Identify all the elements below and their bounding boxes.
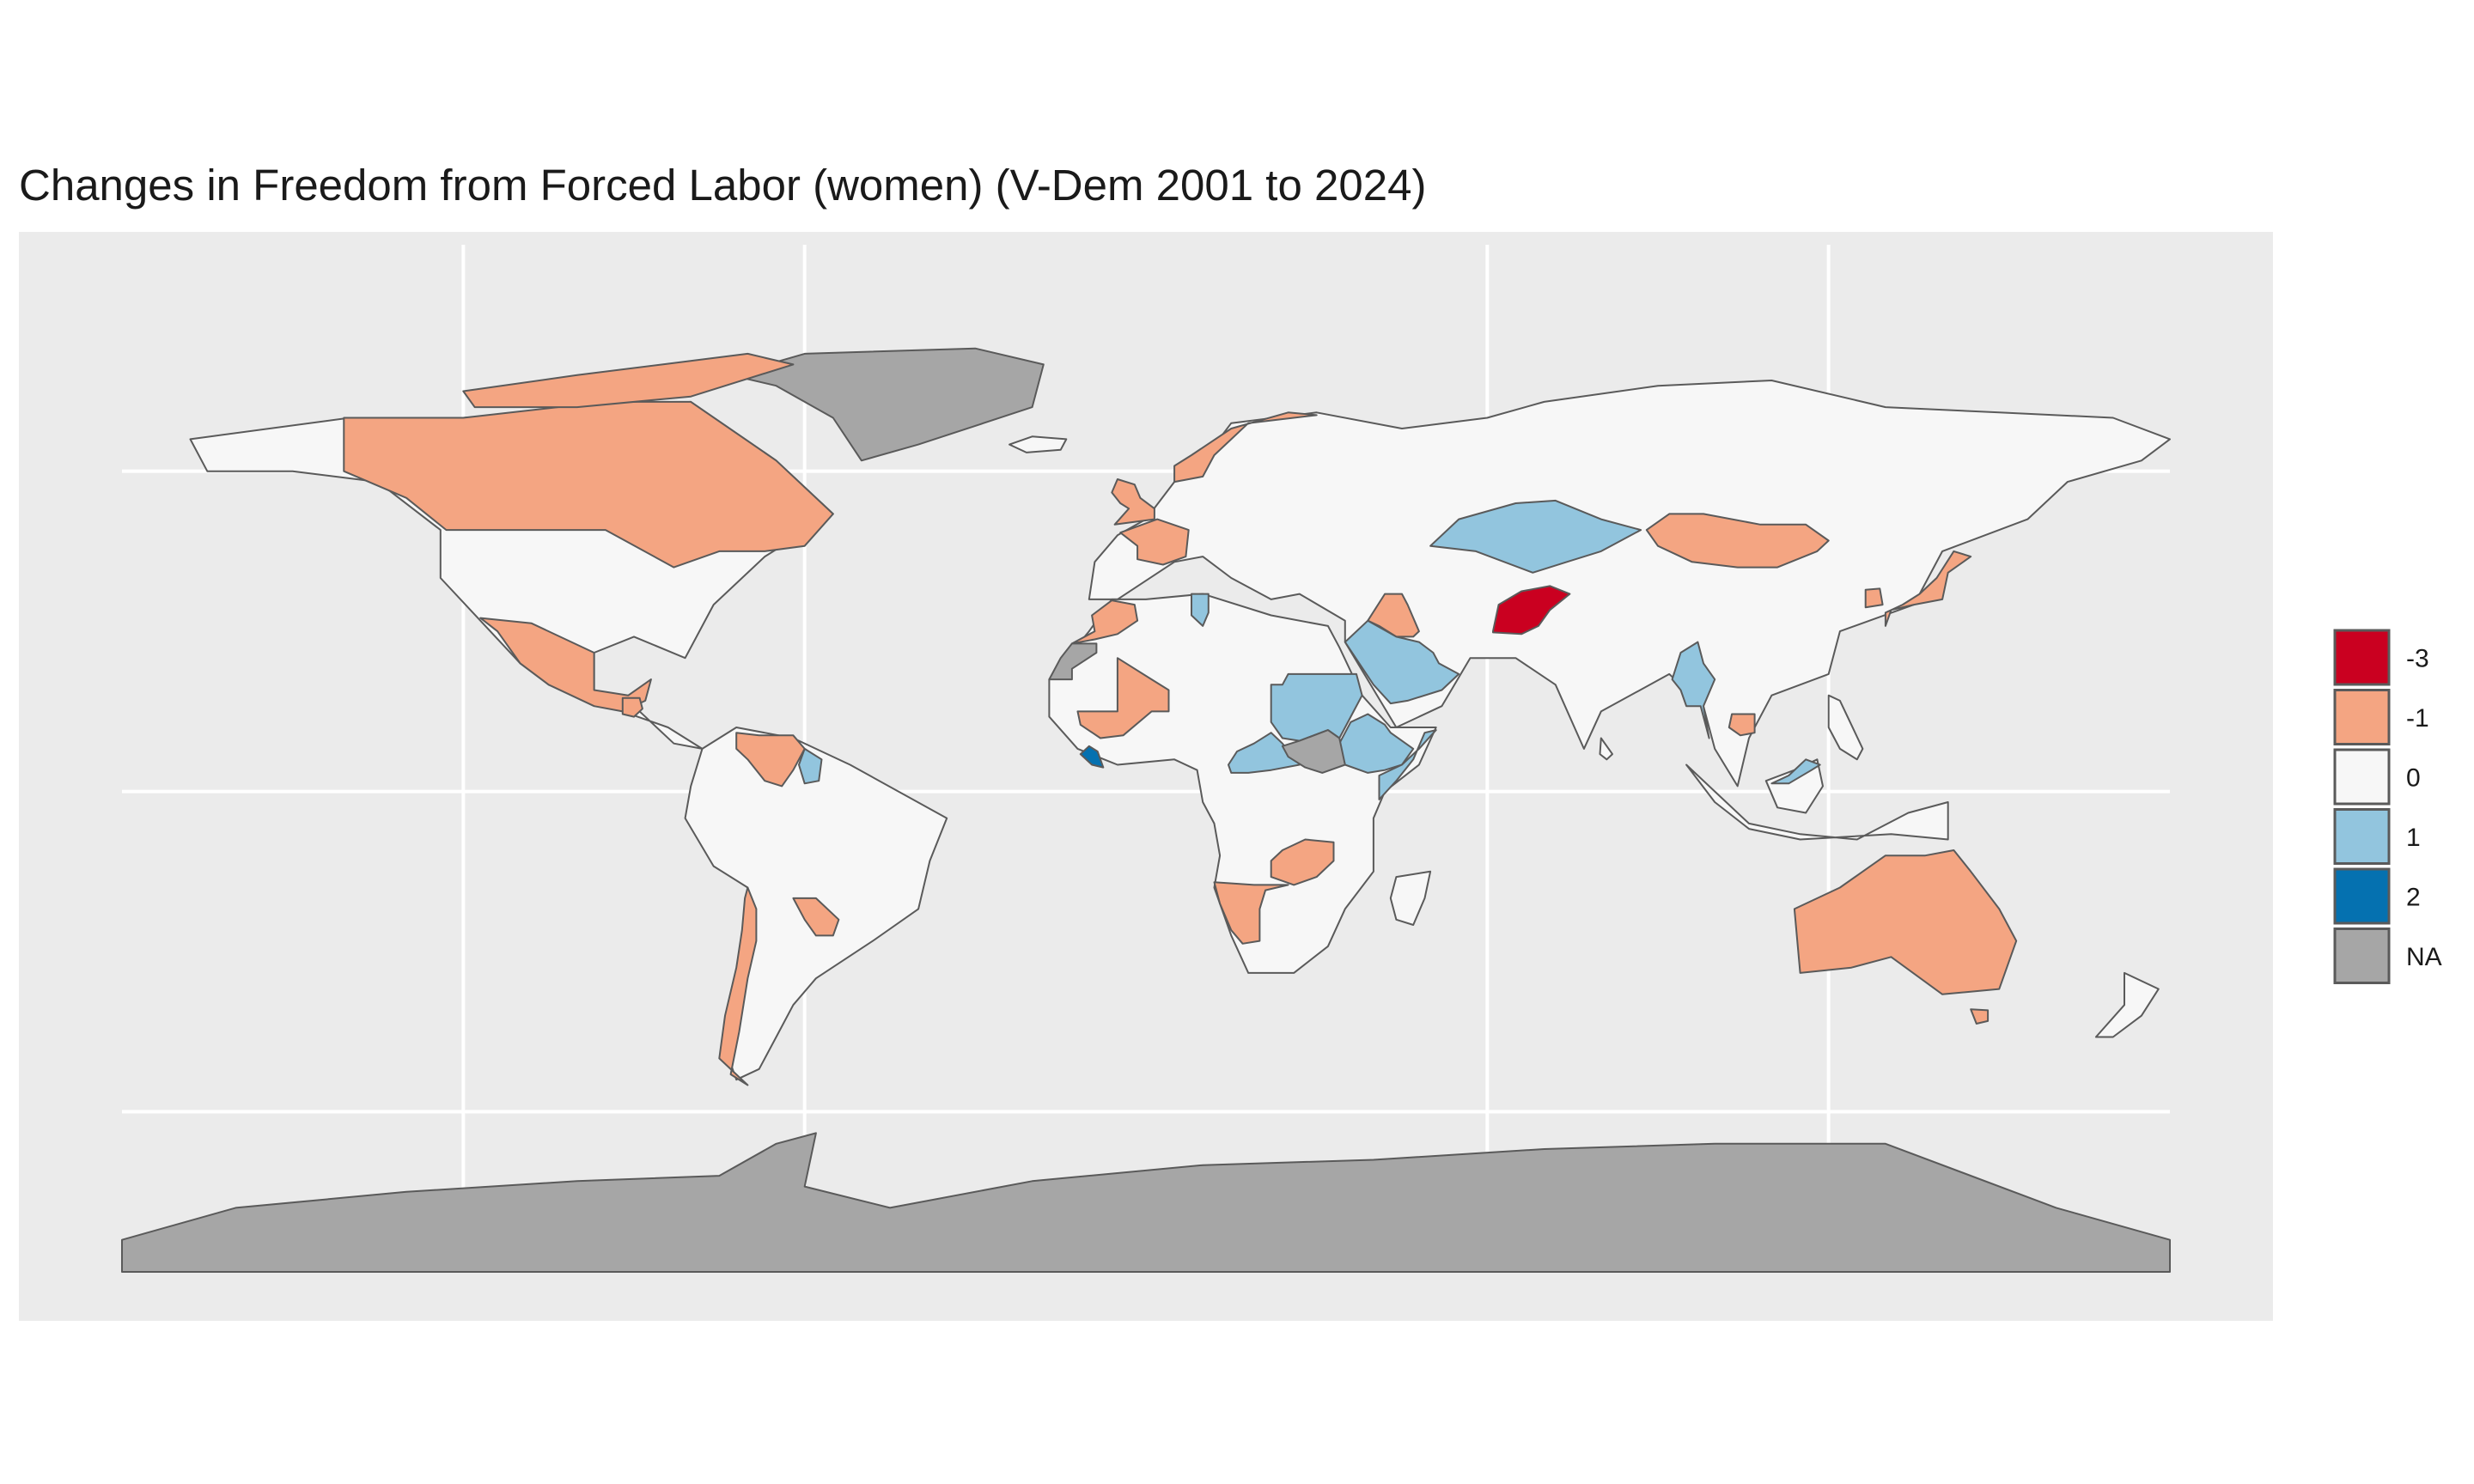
region-liberia <box>1079 745 1105 769</box>
legend-key--1 <box>2333 689 2391 745</box>
region-saudi-arabia <box>1344 619 1460 705</box>
region-indonesia <box>1685 763 1949 841</box>
region-new-zealand <box>2094 971 2160 1038</box>
region-mongolia <box>1645 513 1830 569</box>
region-iceland <box>1008 435 1068 453</box>
region-morocco <box>1070 599 1139 645</box>
region-australia <box>1793 849 2018 995</box>
region-sri-lanka <box>1599 737 1613 761</box>
countries <box>121 347 2171 1273</box>
panel-background <box>19 232 2273 1321</box>
region-chile <box>718 886 758 1086</box>
region-afghanistan <box>1492 585 1571 636</box>
region-sudan <box>1270 672 1363 742</box>
legend-label: 1 <box>2406 824 2421 852</box>
region-antarctica <box>121 1132 2171 1273</box>
region-united-kingdom <box>1111 478 1155 526</box>
region-malaysia <box>1770 758 1821 785</box>
region-kazakhstan <box>1429 499 1642 574</box>
region-mali <box>1076 657 1170 739</box>
region-canadian-arctic-islands <box>462 352 795 409</box>
region-norway <box>1173 411 1318 484</box>
region-france <box>1119 518 1190 566</box>
region-zambia <box>1270 838 1335 886</box>
region-guatemala <box>621 696 643 718</box>
region-tasmania <box>1970 1008 1990 1025</box>
region-paraguay <box>792 897 840 937</box>
legend: -3 -1 0 1 2 NA <box>2333 629 2442 984</box>
region-philippines <box>1827 694 1864 761</box>
region-japan <box>1884 550 1972 627</box>
region-guyana <box>798 747 823 785</box>
legend-label: -3 <box>2406 645 2429 673</box>
region-tunisia <box>1191 593 1210 627</box>
map-title: Changes in Freedom from Forced Labor (wo… <box>19 161 1427 210</box>
region-ethiopia <box>1338 713 1415 774</box>
region-cambodia <box>1728 713 1756 737</box>
region-south-korea <box>1864 587 1884 609</box>
legend-key-0 <box>2333 748 2391 806</box>
region-mexico <box>479 617 652 713</box>
region-eurasia-land <box>1088 380 2171 788</box>
region-namibia <box>1213 881 1289 945</box>
legend-key--3 <box>2333 629 2391 686</box>
legend-label: 0 <box>2406 764 2421 793</box>
region-south-sudan <box>1281 729 1346 774</box>
legend-key-na <box>2333 928 2391 984</box>
region-somalia <box>1378 729 1437 800</box>
region-greenland <box>729 347 1045 462</box>
legend-label: -1 <box>2406 704 2429 733</box>
legend-key-1 <box>2333 808 2391 865</box>
region-madagascar <box>1389 870 1432 926</box>
legend-key-2 <box>2333 867 2391 925</box>
legend-label: 2 <box>2406 884 2421 912</box>
region-western-sahara <box>1048 642 1098 681</box>
region-venezuela <box>735 732 806 788</box>
region-myanmar <box>1671 641 1716 739</box>
legend-label: NA <box>2406 943 2442 971</box>
